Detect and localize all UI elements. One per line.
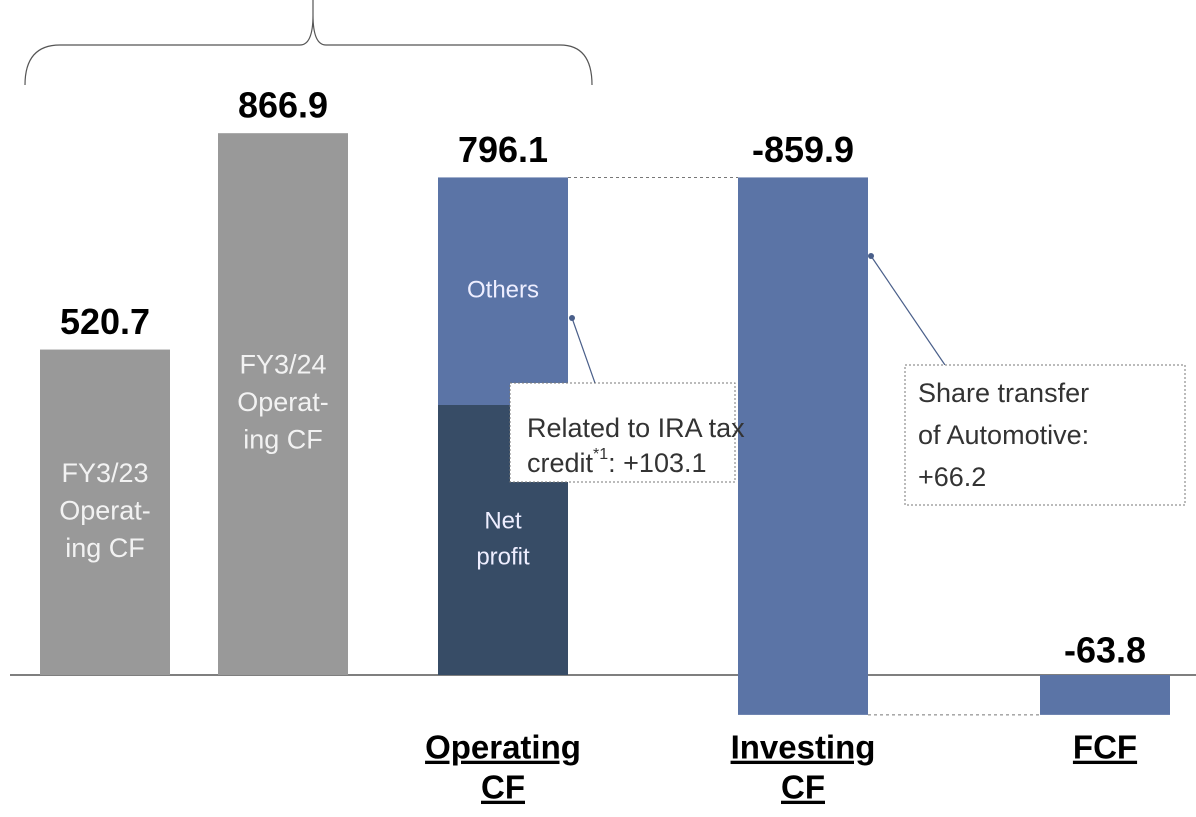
category-label: CF <box>481 769 525 806</box>
bar-inner-label: ing CF <box>243 425 323 455</box>
annotation-text: Related to IRA tax <box>527 413 745 443</box>
category-label: FCF <box>1073 729 1137 766</box>
value-label: -859.9 <box>752 129 854 170</box>
bar <box>738 177 868 715</box>
segment-label: Others <box>467 277 539 304</box>
leader-dot <box>868 253 874 259</box>
leader <box>870 255 946 366</box>
value-label: 866.9 <box>238 85 328 126</box>
leader-dot <box>569 315 575 321</box>
annotation-text: of Automotive: <box>918 420 1089 450</box>
bar <box>1040 675 1170 715</box>
annotation-text: Share transfer <box>918 378 1089 408</box>
annotation-box <box>904 364 1186 506</box>
bar-inner-label: FY3/23 <box>61 458 148 488</box>
value-label: 520.7 <box>60 301 150 342</box>
value-label: 796.1 <box>458 129 548 170</box>
leader <box>571 317 596 384</box>
segment-label: profit <box>476 543 530 570</box>
segment-label: Net <box>484 507 522 534</box>
value-label: -63.8 <box>1064 630 1146 671</box>
category-label: Investing <box>731 729 876 766</box>
bar <box>218 133 348 675</box>
bar-inner-label: Operat- <box>59 495 151 525</box>
annotation-text: credit <box>527 448 594 478</box>
brace <box>24 0 593 86</box>
bar <box>40 349 170 675</box>
annotation-text: credit*1: +103.1 <box>527 446 707 478</box>
bar-segment <box>438 177 568 405</box>
category-label: Operating <box>425 729 581 766</box>
bar-inner-label: Operat- <box>237 387 329 417</box>
annotation-text: : +103.1 <box>608 448 706 478</box>
annotation-box <box>509 382 736 483</box>
bar-inner-label: ing CF <box>65 533 145 563</box>
category-label: CF <box>781 769 825 806</box>
bar-inner-label: FY3/24 <box>239 350 326 380</box>
annotation-text: +66.2 <box>918 462 986 492</box>
footnote-mark: *1 <box>593 446 608 463</box>
